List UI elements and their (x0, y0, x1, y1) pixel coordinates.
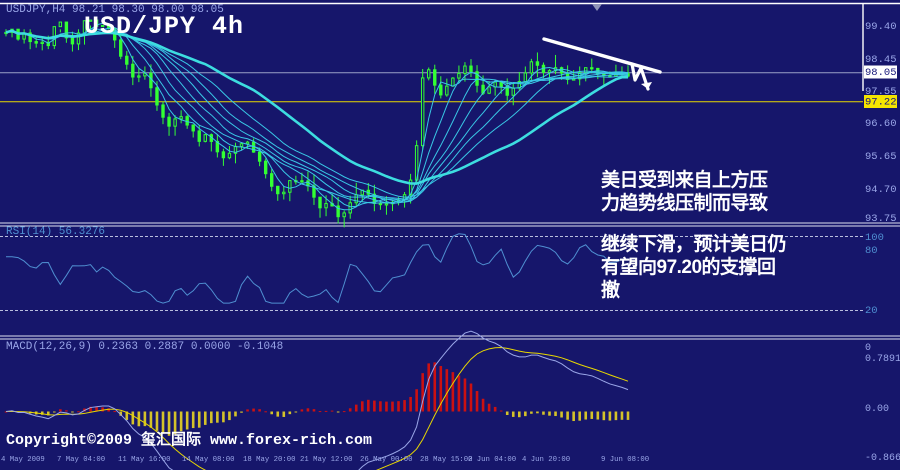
svg-text:有望向97.20的支撑回: 有望向97.20的支撑回 (601, 255, 776, 278)
svg-text:94.70: 94.70 (865, 184, 897, 196)
svg-text:7 May 04:00: 7 May 04:00 (57, 456, 105, 464)
svg-text:80: 80 (865, 245, 878, 257)
svg-text:MACD(12,26,9) 0.2363 0.2887 0.: MACD(12,26,9) 0.2363 0.2887 0.0000 -0.10… (6, 341, 283, 353)
svg-text:美日受到来自上方压: 美日受到来自上方压 (601, 168, 768, 191)
svg-text:RSI(14) 56.3276: RSI(14) 56.3276 (6, 226, 105, 238)
svg-text:撤: 撤 (601, 278, 620, 301)
svg-text:21 May 12:00: 21 May 12:00 (300, 456, 353, 464)
svg-text:2 Jun 04:00: 2 Jun 04:00 (468, 456, 516, 464)
svg-text:95.65: 95.65 (865, 151, 897, 163)
svg-text:0.7891: 0.7891 (865, 354, 900, 365)
svg-text:4 May 2009: 4 May 2009 (1, 456, 45, 464)
svg-text:-0.8669: -0.8669 (865, 453, 900, 464)
svg-text:98.45: 98.45 (865, 54, 897, 66)
svg-text:0.00: 0.00 (865, 404, 889, 415)
svg-text:100: 100 (865, 232, 884, 244)
svg-text:继续下滑，预计美日仍: 继续下滑，预计美日仍 (601, 232, 786, 255)
svg-text:97.22: 97.22 (865, 97, 897, 109)
svg-text:99.40: 99.40 (865, 21, 897, 33)
svg-text:98.05: 98.05 (865, 67, 897, 79)
svg-text:93.75: 93.75 (865, 213, 897, 225)
svg-text:9 Jun 08:00: 9 Jun 08:00 (601, 456, 649, 464)
svg-text:11 May 16:00: 11 May 16:00 (118, 456, 171, 464)
svg-text:4 Jun 20:00: 4 Jun 20:00 (522, 456, 570, 464)
svg-text:28 May 15:00: 28 May 15:00 (420, 456, 473, 464)
svg-text:18 May 20:00: 18 May 20:00 (243, 456, 296, 464)
svg-text:0: 0 (865, 343, 871, 354)
svg-text:14 May 08:00: 14 May 08:00 (182, 456, 235, 464)
svg-text:Copyright©2009 玺汇国际 www.forex-: Copyright©2009 玺汇国际 www.forex-rich.com (6, 430, 372, 449)
svg-text:96.60: 96.60 (865, 118, 897, 130)
svg-text:USD/JPY 4h: USD/JPY 4h (84, 12, 244, 41)
svg-text:20: 20 (865, 305, 878, 317)
svg-text:力趋势线压制而导致: 力趋势线压制而导致 (601, 191, 769, 214)
svg-text:26 May 00:00: 26 May 00:00 (360, 456, 413, 464)
